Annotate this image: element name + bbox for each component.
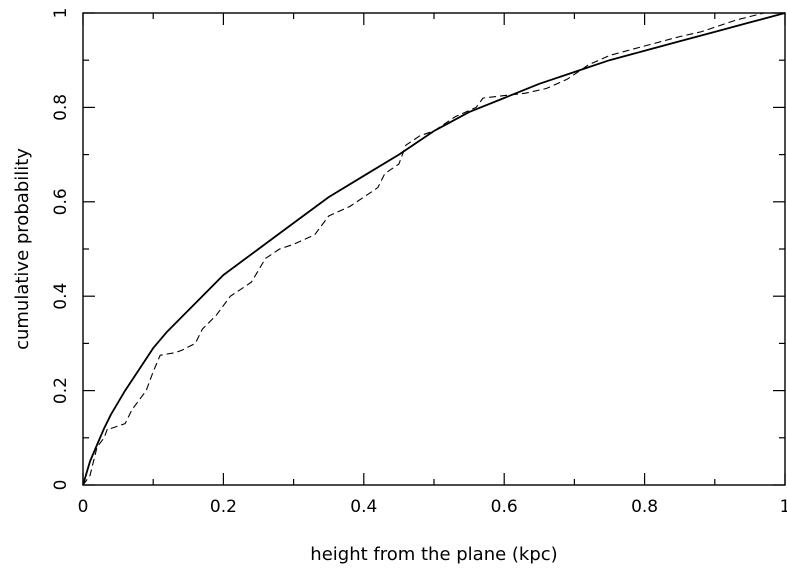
x-tick-label: 0.4: [350, 497, 377, 517]
series-line-dashed: [82, 12, 785, 486]
y-tick-label: 0: [51, 480, 71, 491]
x-tick-label: 0: [78, 497, 89, 517]
y-tick-label: 0.6: [51, 188, 71, 215]
x-tick-label: 0.6: [491, 497, 518, 517]
y-tick-label: 0.4: [51, 283, 71, 310]
plot-frame: [82, 12, 786, 486]
x-tick-label: 0.8: [631, 497, 658, 517]
tick-labels: 0 0.2 0.4 0.6 0.8 1 0 0.2 0.4 0.6 0.8 1: [51, 8, 787, 517]
y-tick-label: 1: [51, 8, 71, 19]
y-axis-label: cumulative probability: [12, 148, 33, 350]
x-axis-label: height from the plane (kpc): [310, 544, 557, 565]
x-tick-label: 0.2: [210, 497, 237, 517]
series-line-solid: [82, 12, 786, 486]
y-tick-label: 0.8: [51, 94, 71, 121]
x-tick-label: 1: [780, 497, 787, 517]
series-layer: [82, 12, 786, 486]
axis-ticks: [82, 12, 786, 486]
y-tick-label: 0.2: [51, 377, 71, 404]
